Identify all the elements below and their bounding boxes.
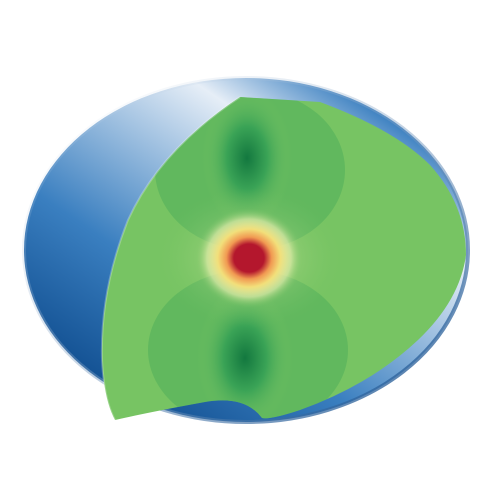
hot-core <box>195 208 303 308</box>
section-left-edge <box>100 96 241 421</box>
shell-rim <box>22 76 470 424</box>
cross-section <box>101 97 466 420</box>
